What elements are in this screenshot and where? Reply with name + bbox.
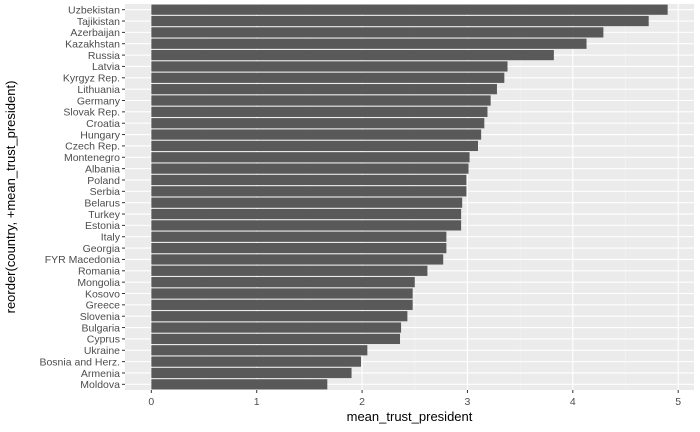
- x-tick-label: 4: [570, 396, 576, 408]
- bar: [151, 288, 413, 299]
- y-tick-label: Moldova: [80, 379, 120, 391]
- bar: [151, 38, 587, 49]
- bars: [151, 4, 668, 390]
- y-tick-label: Italy: [101, 232, 121, 244]
- bar: [151, 299, 413, 310]
- y-tick-label: Croatia: [86, 118, 120, 130]
- bar: [151, 186, 467, 197]
- x-axis: 0 1 2 3 4 5: [148, 390, 681, 408]
- y-tick-label: Turkey: [88, 209, 120, 221]
- bar: [151, 265, 428, 276]
- y-tick-label: Cyprus: [87, 334, 120, 346]
- y-tick-label: Kosovo: [85, 288, 120, 300]
- bar: [151, 129, 482, 140]
- y-tick-label: Mongolia: [77, 277, 120, 289]
- x-tick-label: 3: [465, 396, 471, 408]
- y-axis-title: reorder(country, +mean_trust_president): [3, 81, 18, 314]
- x-tick-label: 0: [148, 396, 154, 408]
- y-tick-label: Latvia: [92, 61, 120, 73]
- bar: [151, 345, 368, 356]
- y-tick-label: Poland: [87, 175, 120, 187]
- bar: [151, 231, 447, 242]
- y-tick-label: Slovak Rep.: [63, 107, 120, 119]
- bar: [151, 197, 463, 208]
- bar: [151, 27, 604, 38]
- bar: [151, 379, 328, 390]
- y-tick-label: Bulgaria: [81, 322, 120, 334]
- y-tick-label: Albania: [85, 163, 120, 175]
- y-tick-label: Tajikistan: [77, 16, 120, 28]
- y-tick-label: Hungary: [80, 129, 120, 141]
- bar: [151, 152, 470, 163]
- bar: [151, 61, 508, 72]
- bar: [151, 220, 462, 231]
- bar: [151, 163, 469, 174]
- bar: [151, 277, 415, 288]
- bar: [151, 208, 462, 220]
- bar: [151, 4, 668, 15]
- bar: [151, 106, 488, 117]
- bar: [151, 72, 505, 83]
- y-tick-label: Slovenia: [80, 311, 120, 323]
- bar: [151, 95, 491, 106]
- y-tick-label: FYR Macedonia: [45, 254, 120, 266]
- y-tick-label: Azerbaijan: [70, 27, 120, 39]
- y-tick-label: Kyrgyz Rep.: [63, 73, 120, 85]
- bar: [151, 242, 447, 254]
- y-tick-label: Estonia: [85, 220, 120, 232]
- bar: [151, 311, 408, 322]
- bar: [151, 367, 352, 379]
- bar: [151, 49, 554, 61]
- bar: [151, 322, 402, 333]
- y-tick-label: Czech Rep.: [65, 141, 120, 153]
- y-tick-label: Serbia: [90, 186, 121, 198]
- bar: [151, 118, 485, 129]
- y-tick-label: Montenegro: [64, 152, 120, 164]
- bar: [151, 15, 649, 27]
- bar: [151, 356, 362, 367]
- y-tick-label: Kazakhstan: [65, 39, 120, 51]
- y-tick-label: Armenia: [81, 368, 120, 380]
- y-tick-label: Greece: [86, 300, 121, 312]
- y-tick-label: Belarus: [84, 197, 120, 209]
- bar: [151, 84, 497, 95]
- bar: [151, 254, 444, 265]
- bar: [151, 140, 478, 152]
- bar: [151, 174, 467, 186]
- bar: [151, 333, 401, 345]
- y-axis: UzbekistanTajikistanAzerbaijanKazakhstan…: [39, 4, 125, 391]
- y-tick-label: Russia: [88, 50, 120, 62]
- y-tick-label: Romania: [78, 266, 120, 278]
- y-tick-label: Georgia: [83, 243, 121, 255]
- y-tick-label: Ukraine: [84, 345, 120, 357]
- x-tick-label: 2: [359, 396, 365, 408]
- y-tick-label: Bosnia and Herz.: [39, 356, 120, 368]
- x-tick-label: 5: [675, 396, 681, 408]
- x-tick-label: 1: [254, 396, 260, 408]
- y-tick-label: Germany: [77, 95, 121, 107]
- y-tick-label: Lithuania: [77, 84, 120, 96]
- y-tick-label: Uzbekistan: [68, 4, 120, 16]
- x-axis-title: mean_trust_president: [347, 409, 473, 424]
